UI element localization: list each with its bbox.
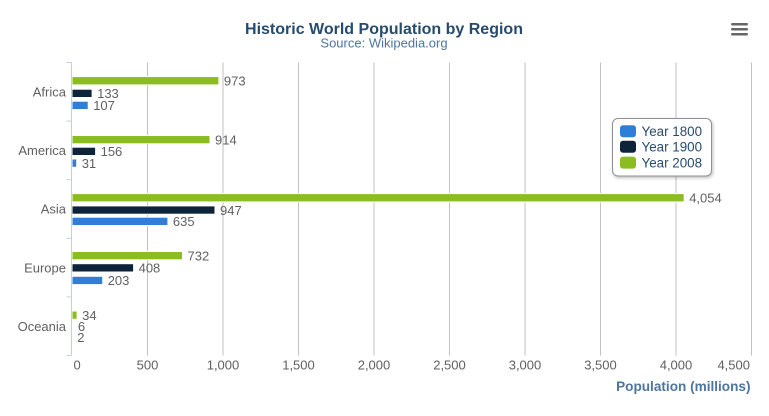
svg-text:4,500: 4,500 xyxy=(717,357,750,372)
svg-text:Historic World Population by R: Historic World Population by Region xyxy=(245,21,523,38)
svg-text:203: 203 xyxy=(108,273,130,288)
svg-text:732: 732 xyxy=(188,248,210,263)
svg-text:Oceania: Oceania xyxy=(18,319,67,334)
svg-text:Europe: Europe xyxy=(24,260,66,275)
svg-text:31: 31 xyxy=(82,156,96,171)
svg-text:Asia: Asia xyxy=(41,202,67,217)
svg-text:1,000: 1,000 xyxy=(207,357,240,372)
svg-text:133: 133 xyxy=(97,86,119,101)
svg-text:Source: Wikipedia.org: Source: Wikipedia.org xyxy=(320,36,447,51)
svg-text:500: 500 xyxy=(137,357,159,372)
svg-text:0: 0 xyxy=(74,357,81,372)
svg-text:Year 1800: Year 1800 xyxy=(642,124,703,139)
svg-text:2,000: 2,000 xyxy=(358,357,391,372)
svg-text:3,500: 3,500 xyxy=(584,357,617,372)
svg-text:34: 34 xyxy=(82,308,96,323)
svg-text:America: America xyxy=(18,143,66,158)
svg-text:2,500: 2,500 xyxy=(433,357,466,372)
svg-text:947: 947 xyxy=(220,203,242,218)
svg-text:Africa: Africa xyxy=(33,85,67,100)
svg-text:Population (millions): Population (millions) xyxy=(616,379,750,394)
svg-text:635: 635 xyxy=(173,214,195,229)
svg-text:156: 156 xyxy=(101,144,123,159)
svg-text:2: 2 xyxy=(77,330,84,345)
svg-text:3,000: 3,000 xyxy=(509,357,542,372)
svg-text:Year 2008: Year 2008 xyxy=(642,155,703,170)
svg-text:1,500: 1,500 xyxy=(282,357,315,372)
svg-text:Year 1900: Year 1900 xyxy=(642,140,703,155)
svg-text:107: 107 xyxy=(93,98,115,113)
svg-text:4,054: 4,054 xyxy=(689,191,722,206)
svg-text:4,000: 4,000 xyxy=(660,357,693,372)
svg-text:6: 6 xyxy=(78,319,85,334)
svg-text:914: 914 xyxy=(215,132,237,147)
svg-text:973: 973 xyxy=(224,74,246,89)
svg-text:408: 408 xyxy=(139,261,161,276)
